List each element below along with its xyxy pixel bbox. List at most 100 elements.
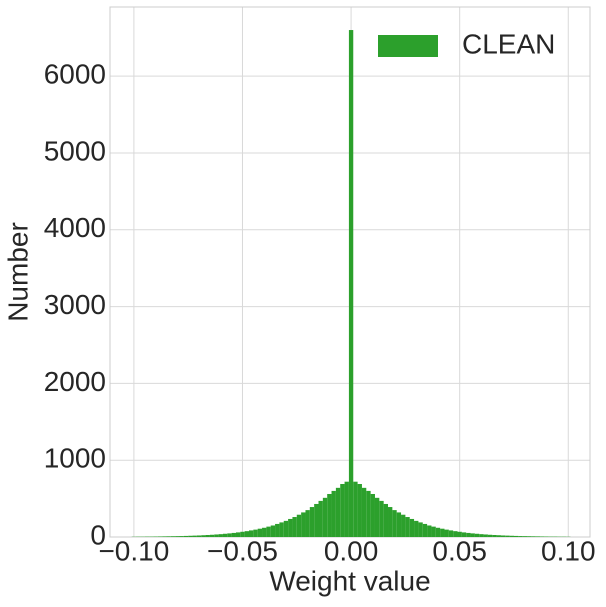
bar [270, 525, 276, 537]
bar [292, 517, 297, 537]
bar [396, 512, 402, 537]
x-axis-label: Weight value [269, 565, 430, 596]
bar [288, 518, 293, 537]
bar [301, 512, 306, 537]
bar [414, 520, 419, 537]
bar [309, 507, 315, 537]
bar [492, 535, 497, 537]
bar [196, 535, 202, 537]
bar [305, 510, 310, 537]
bar [348, 30, 354, 537]
bar [535, 536, 541, 537]
x-tick-label: −0.05 [207, 535, 278, 566]
bar [249, 530, 254, 537]
bar [405, 517, 410, 537]
bar [457, 531, 462, 537]
bar [192, 535, 197, 537]
bar [275, 523, 280, 537]
y-tick-label: 1000 [44, 443, 106, 474]
bar [296, 514, 302, 537]
bar [379, 500, 384, 537]
bar [235, 532, 241, 537]
bar [170, 536, 176, 537]
x-tick-label: −0.10 [98, 535, 169, 566]
bar [327, 493, 332, 537]
bar [262, 527, 267, 537]
bar [366, 490, 371, 537]
bar [470, 533, 475, 537]
bar [179, 536, 184, 537]
y-tick-label: 2000 [44, 366, 106, 397]
bar [440, 528, 445, 537]
bar [427, 525, 432, 537]
bar [201, 535, 206, 537]
bar [253, 529, 258, 537]
x-tick-label: 0.05 [432, 535, 487, 566]
bar [513, 535, 519, 537]
bar [531, 536, 536, 537]
y-tick-label: 0 [90, 519, 106, 550]
bar [409, 518, 415, 537]
bar [322, 497, 328, 537]
bar [331, 490, 336, 537]
y-tick-label: 4000 [44, 212, 106, 243]
bar [453, 531, 458, 537]
bar [205, 535, 210, 537]
y-tick-label: 5000 [44, 135, 106, 166]
bar [500, 535, 506, 537]
bar [283, 520, 289, 537]
bar [483, 534, 488, 537]
bar [383, 503, 389, 537]
bar [496, 535, 501, 537]
bar [392, 510, 397, 537]
bar [244, 531, 250, 537]
bar [522, 536, 528, 537]
bar [162, 536, 167, 537]
bar [353, 481, 358, 537]
bar [340, 484, 345, 537]
bar [214, 534, 219, 537]
bar [431, 526, 436, 537]
bar [361, 487, 367, 537]
bar [257, 528, 263, 537]
bar [435, 527, 441, 537]
bar [388, 507, 393, 537]
bar [422, 523, 428, 537]
bar [509, 535, 514, 537]
bar [527, 536, 532, 537]
bar [227, 533, 232, 537]
bar [474, 533, 480, 537]
bar [374, 497, 380, 537]
legend-label: CLEAN [462, 28, 555, 59]
y-axis-label: Number [2, 222, 33, 322]
bar [318, 500, 323, 537]
bar [461, 532, 467, 537]
bar [157, 536, 163, 537]
bar [448, 530, 454, 537]
bar [166, 536, 171, 537]
bar [218, 534, 223, 537]
bar [540, 536, 545, 537]
bar [401, 514, 406, 537]
bar [487, 534, 493, 537]
bar [175, 536, 180, 537]
bar [266, 526, 271, 537]
y-tick-label: 3000 [44, 289, 106, 320]
bar [222, 533, 228, 537]
bar [188, 535, 193, 537]
bar [231, 532, 236, 537]
bar [314, 503, 319, 537]
bar [240, 531, 245, 537]
legend-swatch [378, 35, 438, 57]
bar [279, 522, 284, 537]
bar [518, 536, 523, 537]
bar [505, 535, 510, 537]
y-tick-label: 6000 [44, 59, 106, 90]
bar [444, 529, 449, 537]
bar [344, 481, 349, 537]
bar [466, 532, 471, 537]
bar [357, 484, 362, 537]
bar [183, 535, 189, 537]
bar [209, 534, 215, 537]
bar [335, 487, 341, 537]
